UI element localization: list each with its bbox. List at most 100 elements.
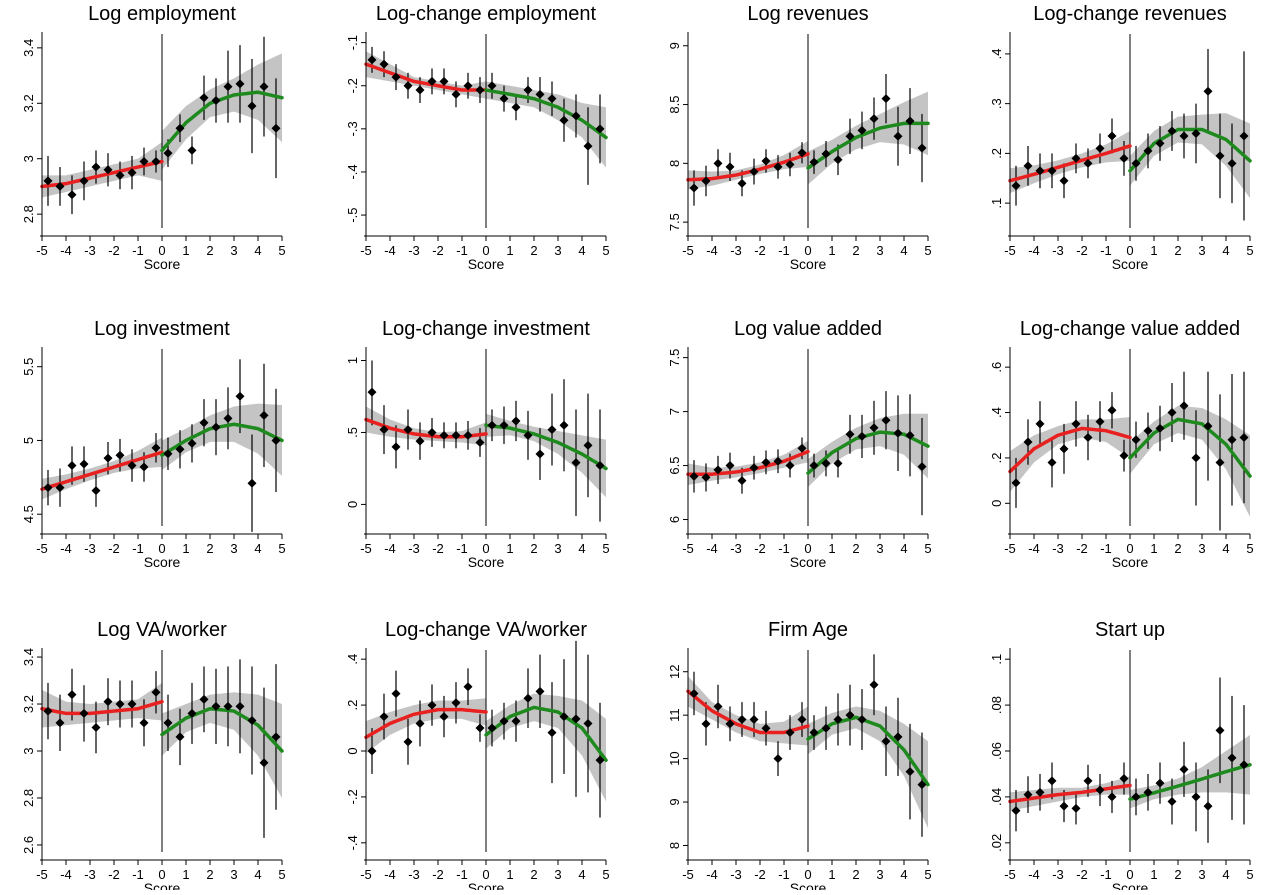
y-tick-label: 0 — [345, 501, 360, 508]
data-point — [1215, 457, 1225, 467]
data-point — [223, 701, 233, 711]
x-tick-label: -1 — [132, 243, 144, 258]
data-point — [1203, 421, 1213, 431]
x-tick-label: 3 — [876, 541, 883, 556]
x-tick-label: -5 — [360, 541, 372, 556]
x-tick-label: 5 — [924, 867, 931, 882]
y-tick-label: .6 — [989, 362, 1004, 373]
data-point — [571, 458, 581, 468]
x-tick-label: 5 — [924, 243, 931, 258]
data-point — [91, 486, 101, 496]
data-point — [211, 96, 221, 106]
data-point — [725, 461, 735, 471]
x-tick-label: -5 — [360, 243, 372, 258]
x-tick-label: 0 — [804, 243, 811, 258]
y-tick-label: .08 — [989, 696, 1004, 714]
x-tick-label: -5 — [682, 243, 694, 258]
x-tick-label: -4 — [1028, 867, 1040, 882]
data-point — [211, 701, 221, 711]
data-point — [1095, 143, 1105, 153]
x-tick-label: 5 — [1246, 243, 1253, 258]
y-tick-label: 11 — [667, 708, 682, 722]
data-point — [475, 85, 485, 95]
y-tick-label: -.5 — [345, 207, 360, 222]
data-point — [1191, 453, 1201, 463]
x-tick-label: 2 — [530, 243, 537, 258]
x-tick-label: 4 — [578, 541, 585, 556]
data-point — [199, 93, 209, 103]
data-point — [1119, 153, 1129, 163]
data-point — [1035, 419, 1045, 429]
x-tick-label: 4 — [900, 243, 907, 258]
x-tick-label: -4 — [384, 867, 396, 882]
data-point — [1179, 131, 1189, 141]
data-point — [893, 732, 903, 742]
x-axis-label: Score — [468, 256, 505, 272]
x-tick-label: -4 — [1028, 541, 1040, 556]
data-point — [439, 76, 449, 86]
y-tick-label: 0 — [345, 747, 360, 754]
x-tick-label: 2 — [852, 541, 859, 556]
fit-line-left — [40, 699, 164, 716]
data-point — [1107, 405, 1117, 415]
data-point — [247, 478, 257, 488]
data-point — [761, 457, 771, 467]
data-point — [379, 59, 389, 69]
y-tick-label: 1 — [345, 357, 360, 364]
x-tick-label: 0 — [482, 867, 489, 882]
data-point — [1191, 792, 1201, 802]
data-point — [547, 425, 557, 435]
data-point — [761, 723, 771, 733]
x-tick-label: -2 — [754, 541, 766, 556]
ci-band-right — [162, 403, 282, 476]
data-point — [917, 462, 927, 472]
data-point — [1227, 753, 1237, 763]
data-point — [211, 422, 221, 432]
x-tick-label: 2 — [1174, 541, 1181, 556]
data-point — [223, 413, 233, 423]
data-point — [247, 101, 257, 111]
y-tick-label: 9 — [667, 798, 682, 805]
panel-12: Start up .02 .04 .06 .08 .1 -5 -4 -3 -2 -1 0 1 2 3 4 5 Sc… — [989, 619, 1254, 895]
x-tick-label: -1 — [456, 541, 468, 556]
data-point — [1059, 801, 1069, 811]
data-point — [55, 181, 65, 191]
x-tick-label: 1 — [828, 541, 835, 556]
data-point — [749, 715, 759, 725]
data-point — [415, 718, 425, 728]
data-point — [391, 689, 401, 699]
y-tick-label: 8.5 — [667, 96, 682, 114]
panel-title: Log employment — [88, 3, 236, 25]
x-tick-label: -5 — [36, 541, 48, 556]
x-tick-label: -3 — [408, 243, 420, 258]
data-point — [821, 723, 831, 733]
x-tick-label: 0 — [158, 867, 165, 882]
x-tick-label: 4 — [578, 243, 585, 258]
x-tick-label: 4 — [578, 867, 585, 882]
data-point — [1203, 86, 1213, 96]
y-tick-label: 5.5 — [21, 358, 36, 376]
data-point — [737, 178, 747, 188]
data-point — [1167, 126, 1177, 136]
x-tick-label: -1 — [778, 867, 790, 882]
x-tick-label: -2 — [108, 541, 120, 556]
data-point — [259, 82, 269, 92]
data-point — [713, 158, 723, 168]
x-tick-label: 2 — [1174, 867, 1181, 882]
x-axis-label: Score — [790, 554, 827, 570]
x-tick-label: -4 — [60, 541, 72, 556]
x-tick-label: 0 — [1126, 541, 1133, 556]
data-point — [737, 715, 747, 725]
data-point — [893, 428, 903, 438]
data-point — [905, 767, 915, 777]
x-tick-label: -2 — [1076, 243, 1088, 258]
x-tick-label: -5 — [682, 867, 694, 882]
data-point — [1143, 146, 1153, 156]
data-point — [427, 700, 437, 710]
y-tick-label: .3 — [989, 98, 1004, 109]
x-tick-label: 0 — [158, 243, 165, 258]
data-point — [595, 124, 605, 134]
x-tick-label: 0 — [804, 867, 811, 882]
y-tick-label: .1 — [989, 198, 1004, 209]
